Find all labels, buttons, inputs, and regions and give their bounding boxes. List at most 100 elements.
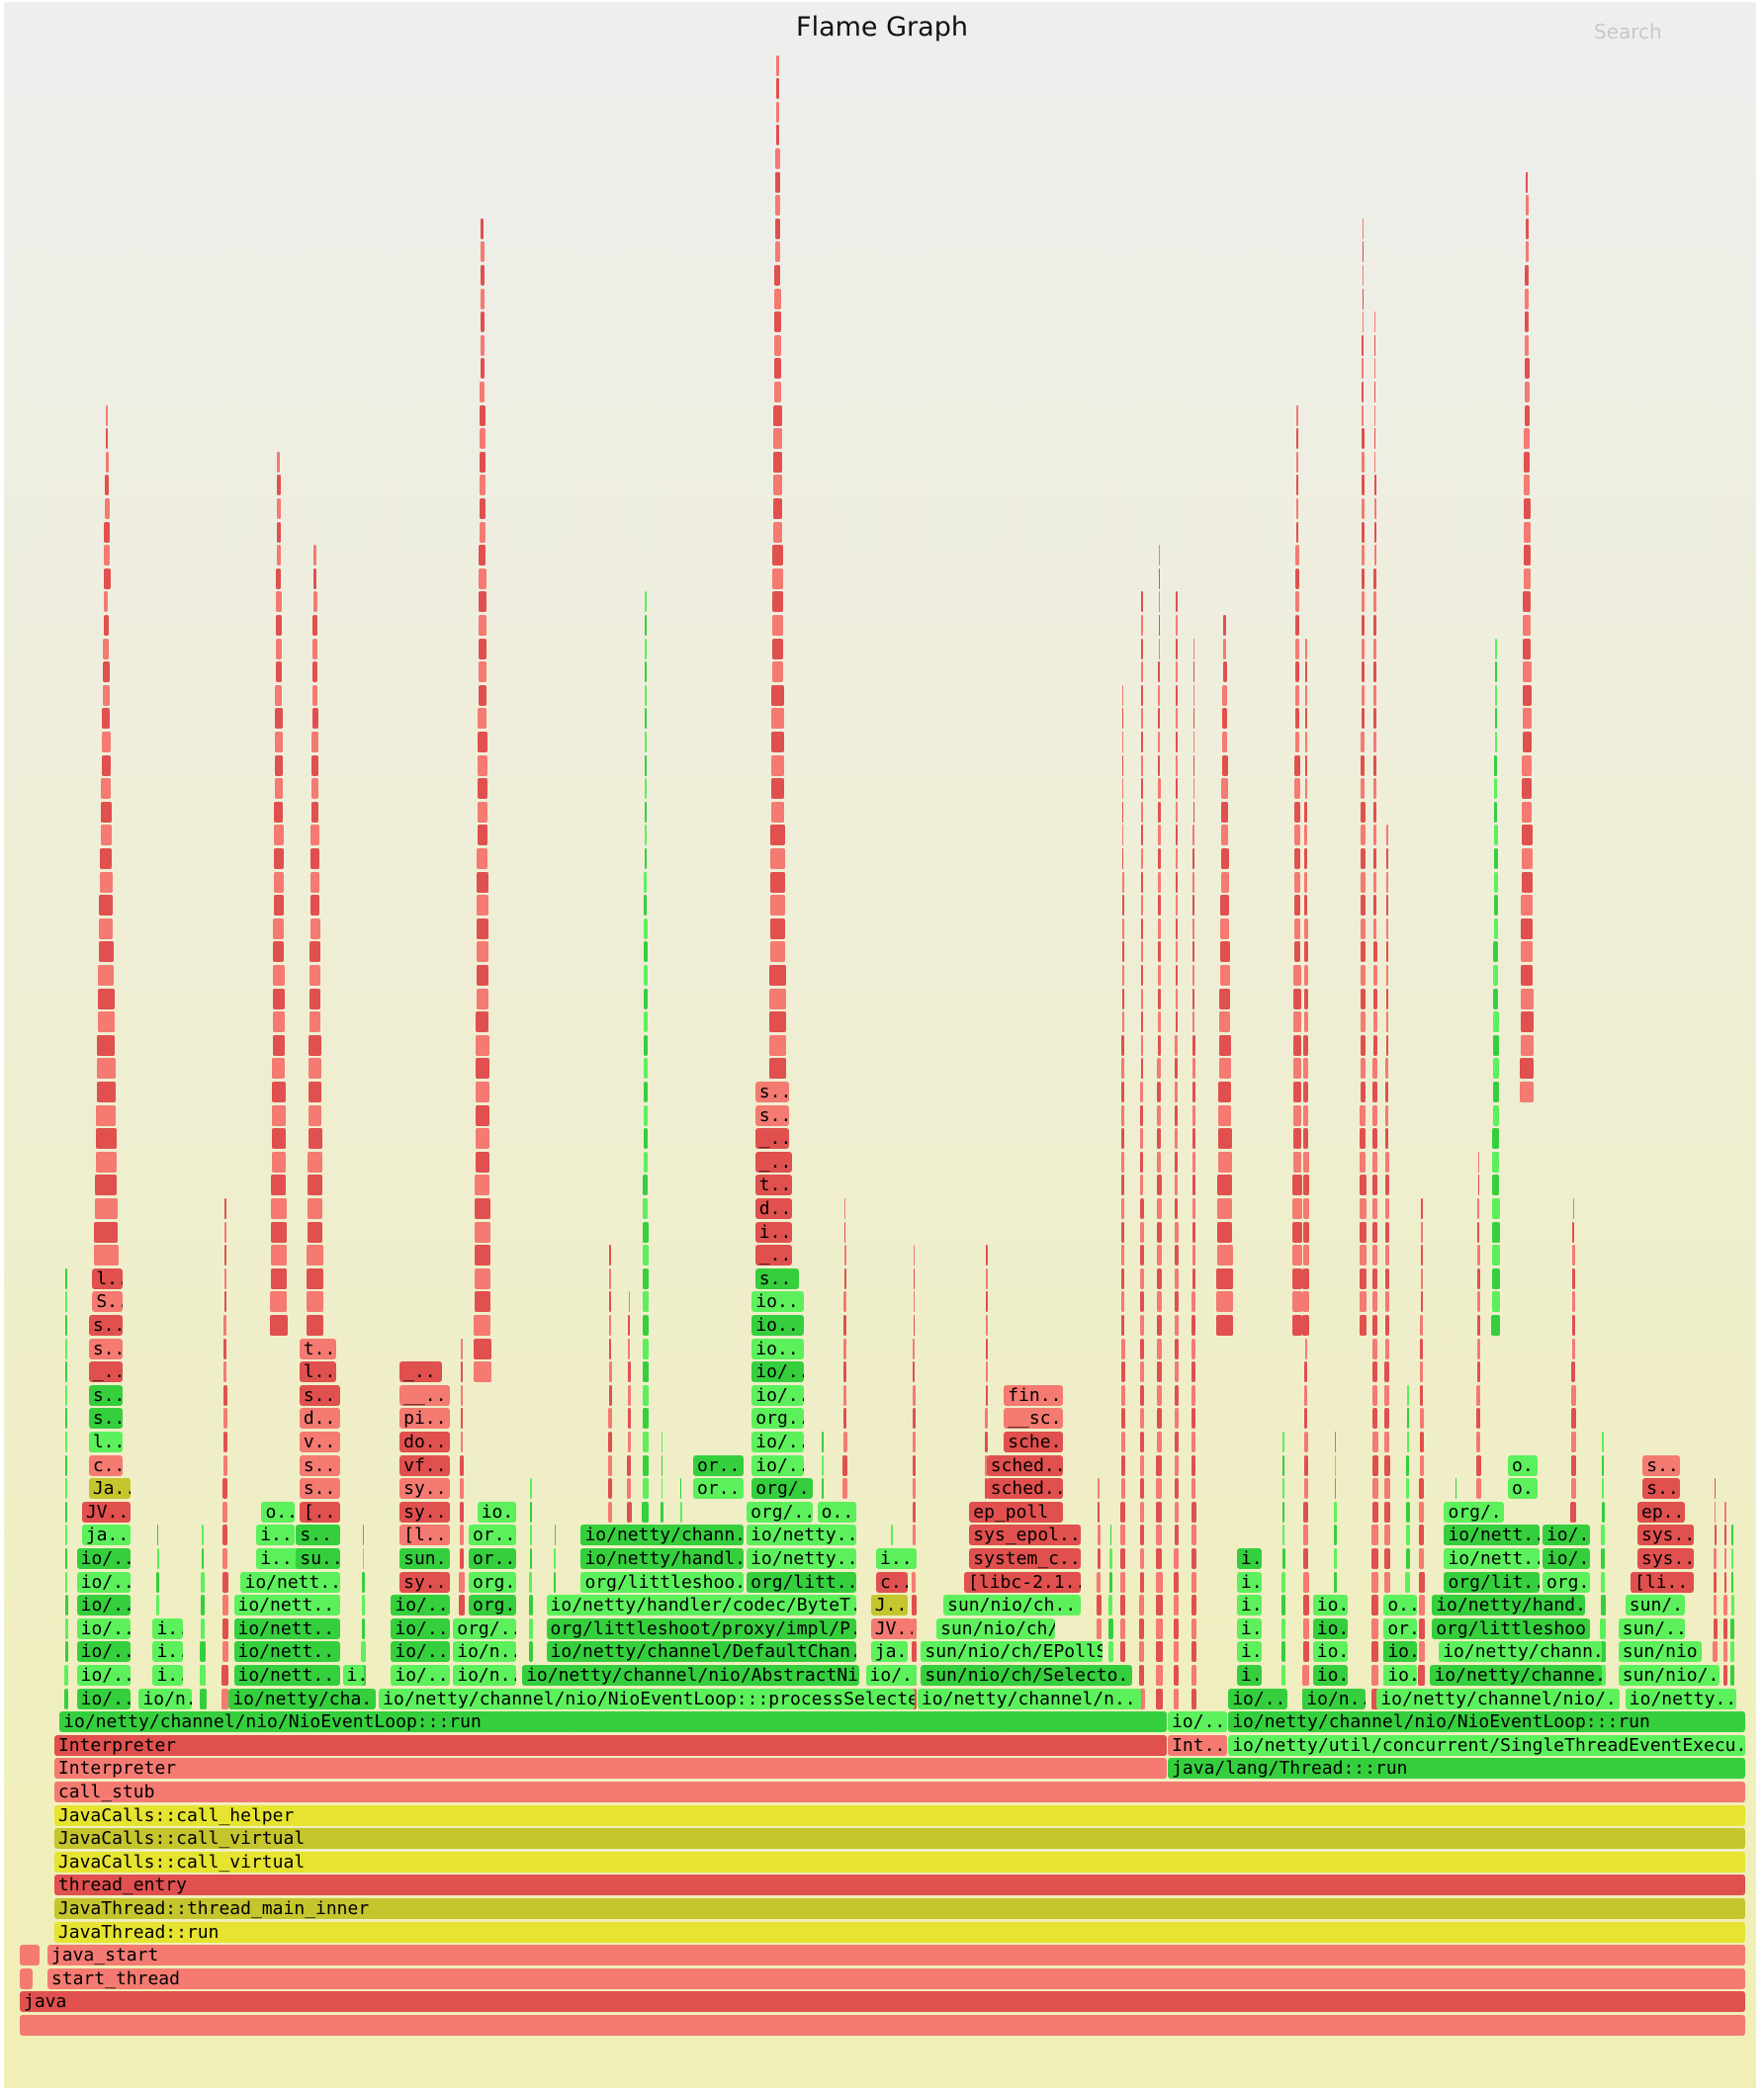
stack-frame[interactable] (775, 78, 780, 100)
stack-frame[interactable] (1176, 708, 1178, 730)
stack-frame[interactable] (1731, 1525, 1733, 1546)
stack-frame[interactable] (774, 288, 781, 309)
stack-frame[interactable] (478, 708, 487, 730)
stack-frame[interactable] (1493, 917, 1499, 939)
stack-frame[interactable] (772, 591, 783, 613)
stack-frame[interactable]: __.. (399, 1384, 451, 1406)
stack-frame[interactable] (1372, 917, 1377, 939)
stack-frame[interactable]: ep.. (1637, 1501, 1685, 1523)
stack-frame[interactable] (1602, 1432, 1604, 1452)
stack-frame[interactable] (479, 475, 485, 496)
stack-frame[interactable] (1571, 1338, 1576, 1359)
stack-frame[interactable] (461, 1361, 463, 1383)
stack-frame[interactable] (1158, 661, 1161, 683)
stack-frame[interactable] (1175, 1175, 1179, 1196)
stack-frame[interactable] (1174, 1501, 1180, 1523)
stack-frame[interactable] (643, 1128, 649, 1150)
stack-frame[interactable] (1520, 988, 1534, 1009)
stack-frame[interactable] (1176, 638, 1178, 659)
stack-frame[interactable]: s.. (299, 1454, 340, 1476)
stack-frame[interactable] (221, 1688, 229, 1709)
stack-frame[interactable] (1120, 1478, 1125, 1500)
stack-frame[interactable]: io/n.. (453, 1641, 516, 1663)
stack-frame[interactable] (1156, 1432, 1163, 1452)
stack-frame[interactable] (1359, 1315, 1367, 1336)
stack-frame[interactable] (1295, 568, 1299, 589)
stack-frame[interactable] (1333, 1571, 1338, 1593)
stack-frame[interactable] (1192, 988, 1195, 1009)
stack-frame[interactable] (769, 1011, 786, 1033)
stack-frame[interactable] (1120, 1501, 1125, 1523)
stack-frame[interactable]: org/littleshoo.. (580, 1571, 745, 1593)
stack-frame[interactable] (1191, 1432, 1196, 1452)
stack-frame[interactable]: io.. (1312, 1595, 1349, 1616)
stack-frame[interactable] (1140, 895, 1143, 917)
stack-frame[interactable] (1157, 1011, 1162, 1033)
stack-frame[interactable] (1108, 1617, 1113, 1639)
stack-frame[interactable] (986, 1291, 988, 1313)
stack-frame[interactable] (20, 2015, 1745, 2036)
stack-frame[interactable] (1121, 1175, 1125, 1196)
stack-frame[interactable] (1222, 661, 1227, 683)
stack-frame[interactable] (1120, 1641, 1126, 1663)
stack-frame[interactable] (1191, 1478, 1196, 1500)
stack-frame[interactable]: s.. (1642, 1478, 1680, 1500)
stack-frame[interactable] (270, 1315, 288, 1336)
stack-frame[interactable] (1157, 1128, 1162, 1150)
stack-frame[interactable] (643, 1011, 648, 1033)
stack-frame[interactable] (476, 1034, 489, 1056)
stack-frame[interactable] (362, 1571, 365, 1593)
stack-frame[interactable] (1372, 1128, 1377, 1150)
stack-frame[interactable] (1107, 1641, 1114, 1663)
stack-frame[interactable] (309, 871, 320, 893)
stack-frame[interactable] (1175, 848, 1178, 869)
stack-frame[interactable] (1360, 1034, 1367, 1056)
stack-frame[interactable] (1192, 638, 1195, 659)
stack-frame[interactable] (1421, 1198, 1423, 1219)
stack-frame[interactable]: java_start (46, 1945, 1745, 1966)
stack-frame[interactable]: org/lit.. (1444, 1571, 1541, 1593)
stack-frame[interactable] (1292, 1267, 1303, 1289)
stack-frame[interactable] (1362, 358, 1365, 380)
stack-frame[interactable] (1174, 1454, 1179, 1476)
stack-frame[interactable] (475, 1082, 489, 1102)
stack-frame[interactable] (1221, 732, 1228, 752)
stack-frame[interactable] (1121, 917, 1124, 939)
stack-frame[interactable] (277, 498, 281, 519)
stack-frame[interactable] (913, 1315, 916, 1336)
stack-frame[interactable] (1140, 1198, 1144, 1219)
stack-frame[interactable]: su.. (296, 1548, 340, 1569)
stack-frame[interactable] (1371, 1384, 1378, 1406)
stack-frame[interactable]: Interpreter (53, 1734, 1168, 1756)
stack-frame[interactable] (1360, 1011, 1367, 1033)
stack-frame[interactable] (1405, 1548, 1410, 1569)
stack-frame[interactable] (475, 1104, 490, 1126)
stack-frame[interactable] (645, 661, 647, 683)
stack-frame[interactable] (1191, 1454, 1196, 1476)
stack-frame[interactable]: i.. (1236, 1571, 1263, 1593)
stack-frame[interactable] (1600, 1617, 1606, 1639)
stack-frame[interactable] (223, 1315, 227, 1336)
stack-frame[interactable] (96, 1082, 116, 1102)
stack-frame[interactable] (1174, 1408, 1179, 1430)
stack-frame[interactable] (644, 754, 648, 776)
stack-frame[interactable] (1175, 871, 1178, 893)
stack-frame[interactable]: sched.. (986, 1454, 1064, 1476)
stack-frame[interactable] (607, 1501, 613, 1523)
stack-frame[interactable] (642, 1361, 649, 1383)
stack-frame[interactable] (99, 871, 113, 893)
stack-frame[interactable] (1477, 1175, 1480, 1196)
stack-frame[interactable] (270, 1291, 288, 1313)
stack-frame[interactable] (772, 475, 782, 496)
stack-frame[interactable] (1220, 917, 1230, 939)
stack-frame[interactable]: io/.. (751, 1454, 805, 1476)
stack-frame[interactable] (1291, 1315, 1303, 1336)
stack-frame[interactable] (1139, 1665, 1145, 1686)
stack-frame[interactable] (1176, 591, 1178, 613)
stack-frame[interactable] (306, 1315, 324, 1336)
stack-frame[interactable] (1360, 1151, 1367, 1173)
stack-frame[interactable] (275, 708, 283, 730)
stack-frame[interactable] (1174, 1525, 1180, 1546)
stack-frame[interactable] (771, 732, 784, 752)
stack-frame[interactable] (1601, 1525, 1605, 1546)
